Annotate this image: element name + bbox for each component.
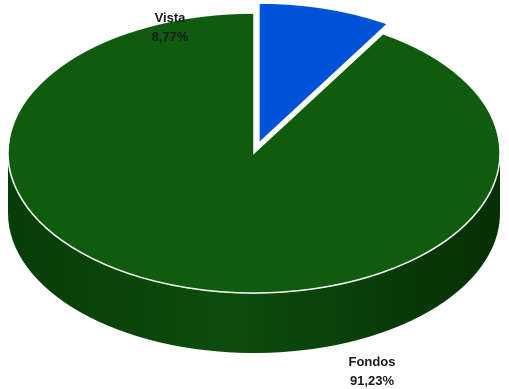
- slice-value-fondos: 91,23%: [350, 373, 395, 388]
- pie-tops: [7, 2, 501, 294]
- pie-labels: Vista 8,77% Fondos 91,23%: [152, 10, 396, 388]
- slice-label-vista: Vista: [155, 10, 187, 25]
- pie-slice-fondos: [7, 12, 501, 294]
- slice-label-fondos: Fondos: [349, 354, 396, 369]
- pie-side-fondos: [8, 153, 500, 353]
- pie-sides: [8, 153, 500, 353]
- pie-slice-vista: [258, 2, 390, 145]
- slice-value-vista: 8,77%: [152, 29, 189, 44]
